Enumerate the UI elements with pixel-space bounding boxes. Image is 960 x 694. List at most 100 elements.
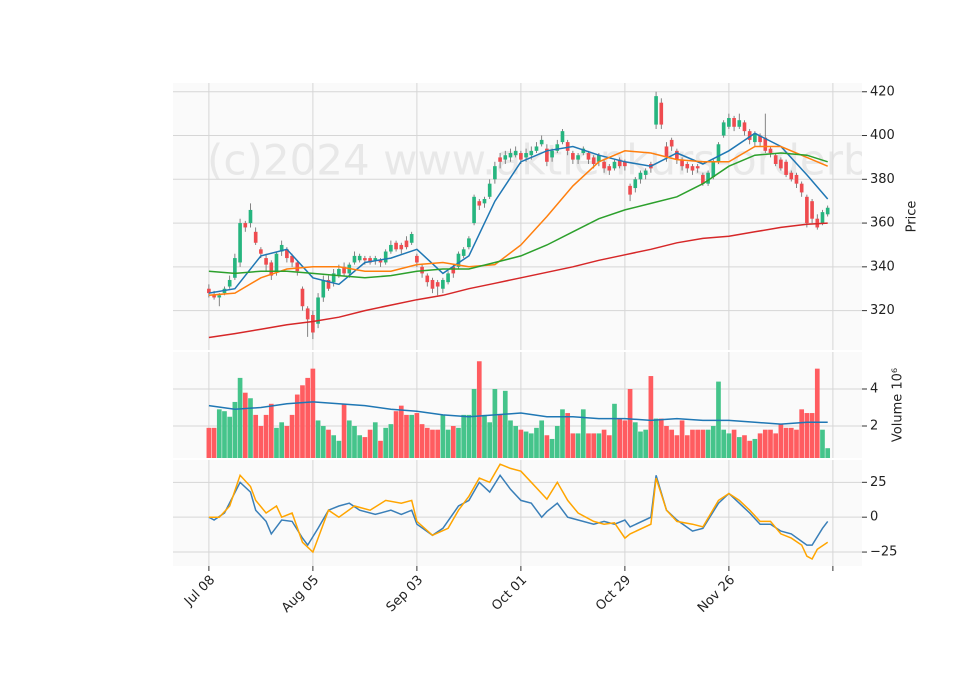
volume-bar <box>320 425 326 458</box>
volume-bar <box>695 429 701 458</box>
candle-body <box>529 150 534 156</box>
candle-body <box>451 266 456 274</box>
volume-bar <box>549 438 555 458</box>
volume-bar <box>596 433 602 458</box>
candle-body <box>669 139 674 147</box>
candle-body <box>539 139 544 145</box>
candle-body <box>352 255 357 263</box>
plot-area <box>173 352 862 458</box>
volume-bar <box>362 437 368 458</box>
candle-body <box>456 253 461 267</box>
volume-bar <box>211 427 217 458</box>
volume-bar <box>346 420 352 458</box>
candle-body <box>482 198 487 204</box>
line <box>208 463 829 561</box>
candle-body <box>321 279 326 298</box>
volume-bar <box>643 429 649 458</box>
candle-body <box>711 161 716 178</box>
volume-bar <box>632 422 638 458</box>
volume-bar <box>435 429 441 458</box>
candle-body <box>477 201 482 206</box>
candle-body <box>227 279 232 287</box>
volume-bar <box>430 429 435 458</box>
candle-body <box>643 170 648 175</box>
candle-body <box>394 242 398 250</box>
y-tick-label: 320 <box>870 303 895 318</box>
volume-bar <box>757 433 763 458</box>
candle-body <box>747 131 752 140</box>
candle-body <box>279 244 284 252</box>
volume-bar <box>726 433 732 458</box>
candle-body <box>503 155 508 160</box>
volume-bar <box>398 405 404 458</box>
candle-body <box>441 279 445 289</box>
volume-bar <box>461 414 467 458</box>
volume-bar <box>424 427 430 458</box>
volume-bar <box>731 429 737 458</box>
volume-bar <box>783 427 789 458</box>
candle-body <box>721 122 726 136</box>
candle-body <box>586 153 591 160</box>
x-tick-label: Jul 08 <box>181 573 218 610</box>
volume-bar <box>513 425 519 458</box>
volume-bar <box>206 427 212 458</box>
candle-body <box>664 146 669 158</box>
volume-bar <box>279 422 285 458</box>
volume-bar <box>404 414 409 458</box>
candle-body <box>805 196 809 224</box>
candle-body <box>253 231 258 243</box>
candle-body <box>768 148 773 154</box>
y-tick-label: 0 <box>870 510 878 525</box>
volume-bar <box>268 403 274 458</box>
candle-body <box>435 282 440 287</box>
candle-body <box>742 122 747 132</box>
candle-body <box>623 161 627 167</box>
candle-body <box>659 102 664 125</box>
volume-bar <box>300 385 305 458</box>
y-tick-label: 420 <box>870 84 895 99</box>
volume-bar <box>388 424 394 458</box>
volume-bar <box>482 414 487 458</box>
volume-bar <box>294 394 300 458</box>
plot-area <box>173 460 862 566</box>
candle-body <box>591 157 596 164</box>
volume-bar <box>612 403 617 458</box>
volume-bar <box>820 429 825 458</box>
volume-bar <box>809 413 815 458</box>
volume-bar <box>352 425 357 458</box>
candle-body <box>409 234 414 243</box>
candle-body <box>732 118 736 127</box>
candle-body <box>316 297 320 324</box>
candle-body <box>581 148 586 154</box>
volume-bar <box>570 433 576 458</box>
candle-body <box>383 251 388 263</box>
volume-bar <box>627 388 633 458</box>
candle-body <box>207 288 211 294</box>
x-tick-label: Oct 29 <box>593 573 634 614</box>
volume-bar <box>762 429 768 458</box>
candle-body <box>690 166 695 171</box>
candle-body <box>701 174 705 184</box>
y-tick-label: 25 <box>870 475 887 490</box>
plot-area: (c)2024 www.aktienkurs-orderbuch.de <box>173 83 960 350</box>
volume-bar <box>222 411 227 458</box>
watermark: (c)2024 www.aktienkurs-orderbuch.de <box>207 136 960 185</box>
volume-bar <box>664 425 669 458</box>
candle-body <box>430 279 435 289</box>
volume-bar <box>814 368 820 458</box>
line <box>208 145 828 297</box>
volume-bar <box>383 427 389 458</box>
volume-bar <box>253 414 259 458</box>
volume-bar <box>825 448 831 458</box>
candle-body <box>534 146 539 151</box>
candle-body <box>337 269 341 276</box>
volume-bar <box>305 377 311 458</box>
candle-body <box>737 120 742 127</box>
candle-body <box>363 258 367 261</box>
volume-bar <box>565 413 571 458</box>
volume-bar <box>232 401 238 458</box>
volume-bar <box>466 414 472 458</box>
volume-bar <box>622 420 628 458</box>
volume-bar <box>658 418 664 458</box>
